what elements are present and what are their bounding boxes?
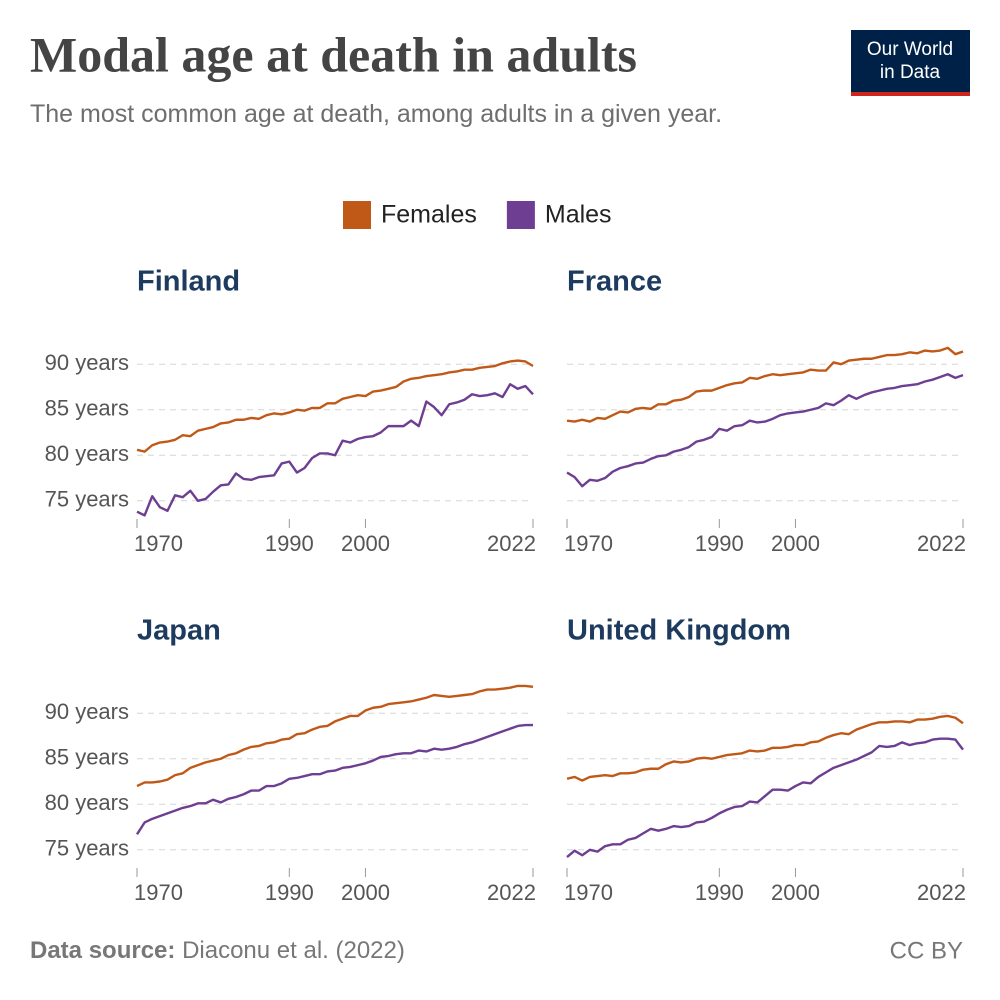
panel-title: Japan [137,615,221,647]
legend: Females Males [343,201,612,229]
x-tick-label: 2022 [487,880,536,905]
panel-title: United Kingdom [567,615,791,647]
x-tick-label: 2000 [771,531,820,556]
x-tick-label: 1990 [265,531,314,556]
x-tick-label: 2022 [917,531,966,556]
series-line [136,684,534,788]
x-tick-label: 2022 [487,531,536,556]
x-tick-label: 1970 [134,880,183,905]
panel: United Kingdom 1970 1990 2000 2022 [564,615,966,905]
x-tick-label: 1990 [265,880,314,905]
x-tick-label: 1970 [564,880,613,905]
series-line [136,383,534,517]
logo: Our World in Data [851,30,970,96]
logo-bar [851,92,970,96]
y-tick-label: 90 years [45,350,129,375]
x-tick-label: 1970 [134,531,183,556]
logo-text: in Data [880,62,941,83]
series-line [566,373,964,488]
x-tick-label: 1990 [695,880,744,905]
y-tick-label: 85 years [45,396,129,421]
y-tick-label: 75 years [45,487,129,512]
panel: Japan 75 years 80 years 85 years 90 years 197… [45,615,536,905]
panel: France 1970 1990 2000 2022 [564,266,966,556]
x-tick-label: 2000 [771,880,820,905]
y-tick-label: 80 years [45,790,129,815]
y-tick-label: 80 years [45,441,129,466]
y-tick-label: 75 years [45,836,129,861]
legend-label: Females [381,201,477,229]
x-tick-label: 2022 [917,880,966,905]
series-line [566,346,964,423]
source-label: Data source: [30,937,175,964]
subtitle-box: The most common age at death, among adul… [30,100,723,128]
series-line [136,359,534,453]
legend-label: Males [545,201,612,229]
series-line [135,723,533,835]
x-tick-label: 2000 [341,880,390,905]
panel-title: Finland [137,266,240,298]
subtitle: The most common age at death, among adul… [30,100,723,128]
source-text: Diaconu et al. (2022) [182,937,405,964]
logo-box [851,30,970,93]
legend-swatch [343,201,371,229]
panel-title: France [567,266,662,298]
title: Modal age at death in adults [30,26,637,82]
x-tick-label: 2000 [341,531,390,556]
x-tick-label: 1970 [564,531,613,556]
source: Data source: Diaconu et al. (2022) [30,937,405,964]
y-tick-label: 90 years [45,699,129,724]
x-tick-label: 1990 [695,531,744,556]
series-line [566,737,964,858]
license: CC BY [890,937,963,964]
logo-text: Our World [867,39,953,60]
series-line [566,714,964,782]
y-tick-label: 85 years [45,745,129,770]
legend-swatch [506,201,535,229]
panel: Finland 75 years 80 years 85 years 90 years 1… [45,266,536,556]
